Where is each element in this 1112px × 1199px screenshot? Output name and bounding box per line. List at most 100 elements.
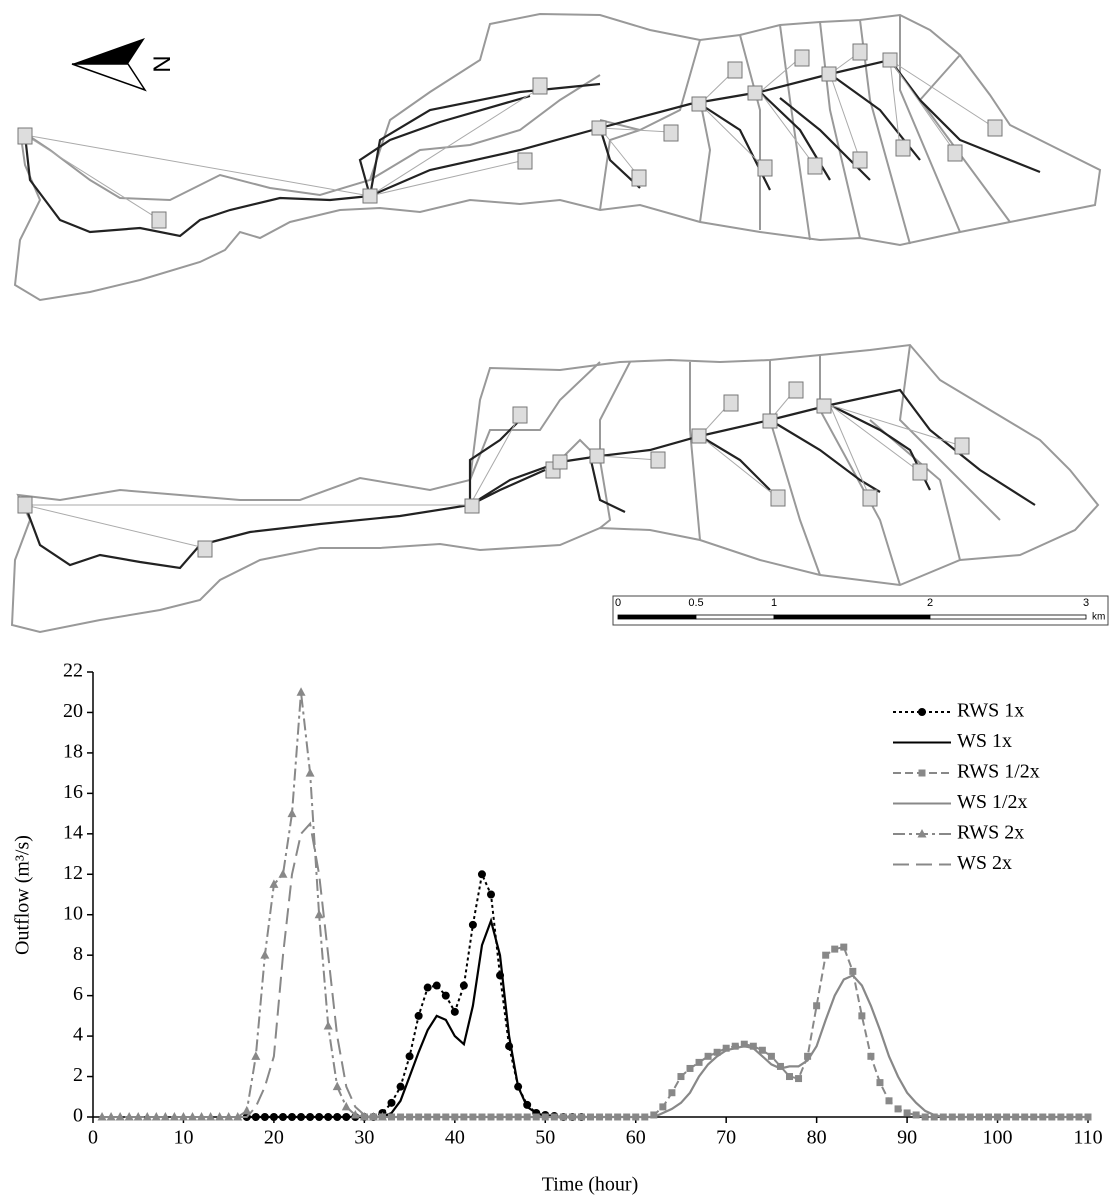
marker xyxy=(804,1052,812,1060)
x-tick-label: 20 xyxy=(264,1127,284,1149)
series xyxy=(97,687,387,1121)
marker xyxy=(758,1046,766,1054)
marker xyxy=(396,1082,405,1091)
marker xyxy=(885,1097,893,1105)
node-icon xyxy=(723,394,739,412)
y-tick-label: 4 xyxy=(73,1024,83,1046)
y-tick-label: 0 xyxy=(73,1105,83,1127)
series-line xyxy=(102,821,383,1118)
marker xyxy=(659,1103,667,1111)
marker xyxy=(242,1105,252,1115)
x-tick-label: 100 xyxy=(983,1127,1013,1149)
series-line xyxy=(364,945,1088,1118)
marker xyxy=(876,1079,884,1087)
node-icon xyxy=(650,451,666,469)
marker xyxy=(269,879,279,888)
node-icon xyxy=(197,540,213,558)
map-upper xyxy=(13,12,1102,302)
series-line xyxy=(246,870,582,1118)
x-tick-label: 30 xyxy=(354,1127,374,1149)
scale-segment xyxy=(617,614,697,620)
marker xyxy=(359,1112,369,1121)
node-icon xyxy=(362,188,378,204)
node-icon xyxy=(663,124,679,142)
x-tick-label: 90 xyxy=(897,1127,917,1149)
marker xyxy=(918,708,926,716)
node-icon xyxy=(794,49,810,67)
marker xyxy=(459,981,468,990)
node-icon xyxy=(788,381,804,399)
marker xyxy=(831,945,839,953)
marker xyxy=(749,1042,757,1050)
legend-label: WS 1/2x xyxy=(957,791,1028,813)
node-icon xyxy=(631,169,647,187)
marker xyxy=(278,869,288,878)
marker xyxy=(930,1113,938,1121)
series-line xyxy=(246,917,573,1119)
marker xyxy=(160,1112,170,1121)
x-tick-label: 40 xyxy=(445,1127,465,1149)
series xyxy=(360,943,1092,1121)
marker xyxy=(786,1073,793,1081)
legend-label: RWS 1/2x xyxy=(957,761,1040,783)
node-icon xyxy=(816,398,832,414)
legend-label: RWS 2x xyxy=(957,822,1024,844)
x-tick-label: 80 xyxy=(807,1127,827,1149)
marker xyxy=(287,808,297,818)
x-tick-label: 0 xyxy=(88,1127,98,1149)
y-tick-label: 18 xyxy=(63,741,83,763)
marker xyxy=(776,1062,784,1070)
node-icon xyxy=(727,61,743,79)
node-icon xyxy=(807,157,823,175)
marker xyxy=(305,768,315,777)
node-icon xyxy=(691,96,707,112)
node-icon xyxy=(770,489,786,507)
link xyxy=(24,51,996,221)
scale-tick-label: 3 xyxy=(1083,597,1089,609)
y-tick-label: 22 xyxy=(63,660,83,682)
marker xyxy=(840,943,848,951)
subbasin-boundary xyxy=(369,15,1011,245)
y-tick-label: 14 xyxy=(63,821,83,843)
marker xyxy=(650,1111,658,1119)
marker xyxy=(477,870,486,879)
marker xyxy=(142,1112,152,1121)
node-icon xyxy=(532,77,548,95)
series xyxy=(102,821,383,1118)
link xyxy=(24,389,963,549)
node-icon xyxy=(691,428,707,444)
marker xyxy=(468,920,477,929)
marker xyxy=(251,1051,261,1060)
node-icon xyxy=(987,119,1003,137)
marker xyxy=(894,1105,902,1113)
river xyxy=(23,388,1036,570)
node-icon xyxy=(757,159,773,177)
scale-segment xyxy=(695,614,775,620)
marker xyxy=(722,1044,730,1052)
marker xyxy=(387,1098,396,1107)
node-icon xyxy=(512,406,528,424)
node-icon xyxy=(591,120,607,136)
marker xyxy=(903,1109,911,1117)
x-tick-label: 50 xyxy=(535,1127,555,1149)
marker xyxy=(206,1112,216,1121)
scale-tick-label: 0 xyxy=(615,597,621,609)
y-tick-label: 6 xyxy=(73,983,83,1005)
node-icon xyxy=(17,127,33,145)
marker xyxy=(867,1052,875,1060)
scale-tick-label: 1 xyxy=(771,597,777,609)
marker xyxy=(695,1058,703,1066)
node-icon xyxy=(954,437,970,455)
marker xyxy=(704,1052,712,1060)
marker xyxy=(767,1052,775,1060)
map-lower xyxy=(10,343,1100,634)
marker xyxy=(668,1089,676,1097)
scale-segment xyxy=(929,614,1087,620)
node-icon xyxy=(852,43,868,61)
arrow-half-dark xyxy=(72,38,145,64)
scale-tick-label: 0.5 xyxy=(688,597,703,609)
marker xyxy=(115,1112,125,1121)
y-tick-label: 10 xyxy=(63,902,83,924)
scale-segment xyxy=(773,614,931,620)
